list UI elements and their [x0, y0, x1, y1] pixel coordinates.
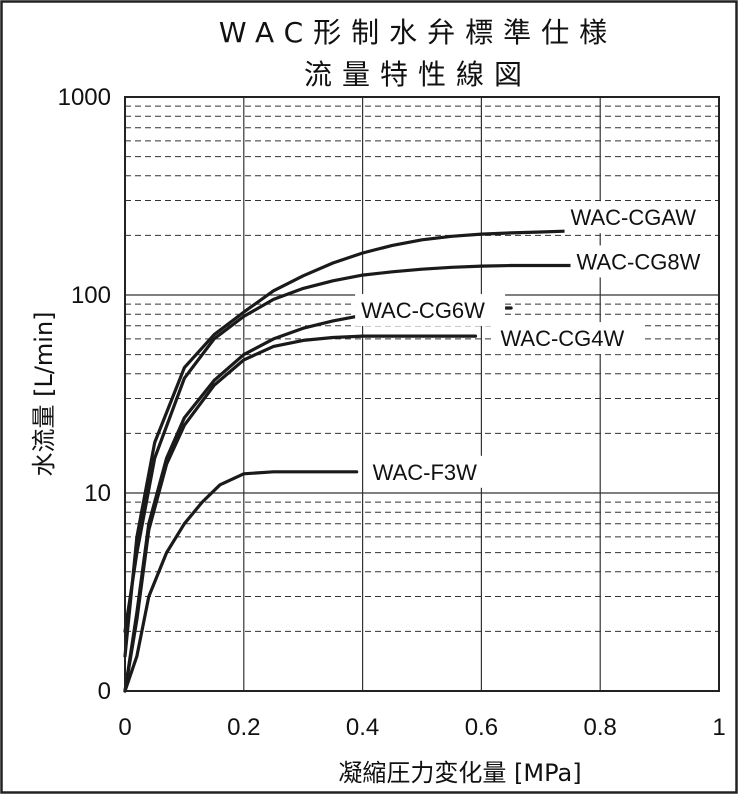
- series-label-wac-cgaw: WAC-CGAW: [571, 205, 697, 230]
- series-label-wac-f3w: WAC-F3W: [373, 460, 478, 485]
- y-tick-label: 100: [71, 282, 111, 309]
- series-line-wac-f3w: [123, 470, 359, 693]
- x-tick-label: 1: [712, 714, 725, 741]
- x-tick-label: 0.6: [465, 714, 498, 741]
- series-line-wac-cg8w: [123, 263, 573, 633]
- series-label-wac-cg4w: WAC-CG4W: [500, 326, 624, 351]
- y-tick-label: 1000: [58, 84, 111, 111]
- chart-title-line2: 流量特性線図: [304, 58, 532, 91]
- series-label-bg: [366, 455, 487, 488]
- series-label-bg: [355, 293, 506, 326]
- chart-title-line1: WAC形制水弁標準仕様: [219, 16, 617, 49]
- series-label-bg: [494, 322, 645, 355]
- series-label-wac-cg8w: WAC-CG8W: [577, 249, 701, 274]
- series-line-wac-cg4w: [123, 334, 478, 693]
- series-line-wac-cgaw: [123, 229, 567, 658]
- x-tick-label: 0.2: [227, 714, 260, 741]
- y-tick-label: 10: [84, 480, 111, 507]
- x-tick-label: 0: [118, 714, 131, 741]
- series-group: [123, 229, 573, 693]
- series-label-wac-cg6w: WAC-CG6W: [361, 298, 485, 323]
- plot-area-frame: [124, 96, 720, 692]
- x-axis-label: 凝縮圧力変化量 [MPa]: [338, 759, 581, 787]
- series-label-bg: [570, 245, 721, 278]
- series-label-bg: [564, 201, 705, 234]
- series-labels: WAC-CGAW WAC-CG8W WAC-CG6W WAC-CG4W WAC-F3W: [355, 201, 721, 488]
- x-tick-label: 0.8: [584, 714, 617, 741]
- x-tick-label: 0.4: [346, 714, 379, 741]
- y-tick-label: 0: [98, 678, 111, 705]
- y-axis-label: 水流量 [L/min]: [30, 311, 58, 476]
